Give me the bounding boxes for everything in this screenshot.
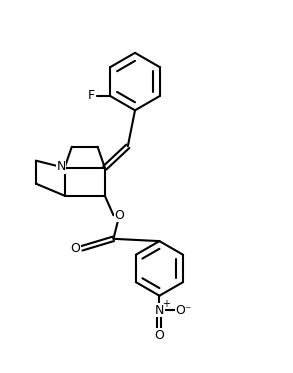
- Text: O: O: [114, 209, 124, 222]
- Text: N: N: [155, 304, 164, 317]
- Text: O: O: [154, 329, 164, 342]
- Text: N: N: [57, 160, 66, 173]
- Text: F: F: [88, 90, 95, 103]
- Text: +: +: [162, 299, 170, 309]
- Text: O: O: [71, 242, 81, 255]
- Text: O⁻: O⁻: [176, 304, 192, 317]
